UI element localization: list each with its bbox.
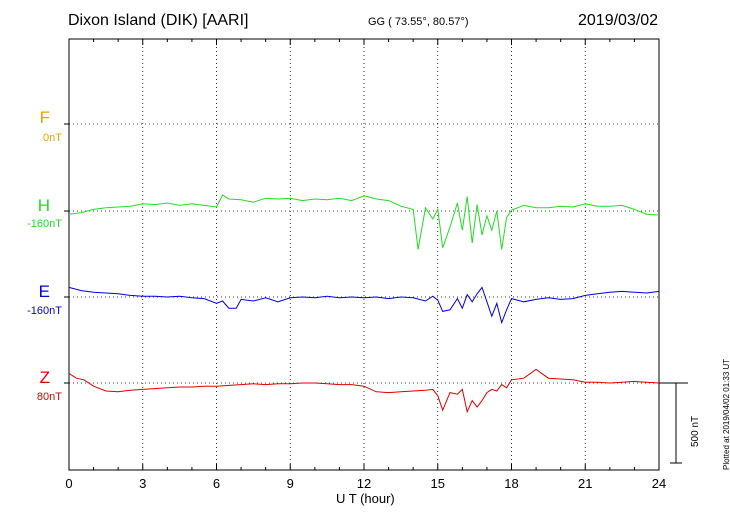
- x-tick-label: 0: [65, 476, 72, 491]
- baseline-label-H: -160nT: [27, 218, 62, 230]
- baseline-label-E: -160nT: [27, 305, 62, 317]
- x-tick-label: 15: [431, 476, 445, 491]
- series-trace-E: [68, 286, 660, 325]
- x-tick-label: 21: [578, 476, 592, 491]
- geographic-coords: GG ( 73.55°, 80.57°): [368, 16, 469, 28]
- plotted-timestamp: Plotted at 2019/04/02 01:33 UT: [722, 358, 730, 470]
- component-label-H: H: [37, 196, 50, 215]
- station-title: Dixon Island (DIK) [AARI]: [68, 12, 249, 29]
- scale-bar-label: 500 nT: [690, 415, 701, 447]
- x-tick-label: 24: [652, 476, 666, 491]
- component-label-Z: Z: [39, 368, 50, 387]
- x-tick-label: 12: [357, 476, 371, 491]
- plot-date: 2019/03/02: [578, 12, 659, 29]
- series-trace-Z: [68, 368, 660, 414]
- series-trace-H: [68, 194, 660, 250]
- component-label-E: E: [38, 282, 50, 301]
- baseline-label-Z: 80nT: [36, 391, 62, 403]
- component-label-F: F: [39, 108, 50, 127]
- x-tick-label: 6: [213, 476, 220, 491]
- x-tick-label: 9: [287, 476, 294, 491]
- x-axis-label: U T (hour): [336, 491, 395, 506]
- x-tick-label: 3: [139, 476, 146, 491]
- baseline-label-F: 0nT: [43, 132, 62, 144]
- x-tick-label: 18: [504, 476, 518, 491]
